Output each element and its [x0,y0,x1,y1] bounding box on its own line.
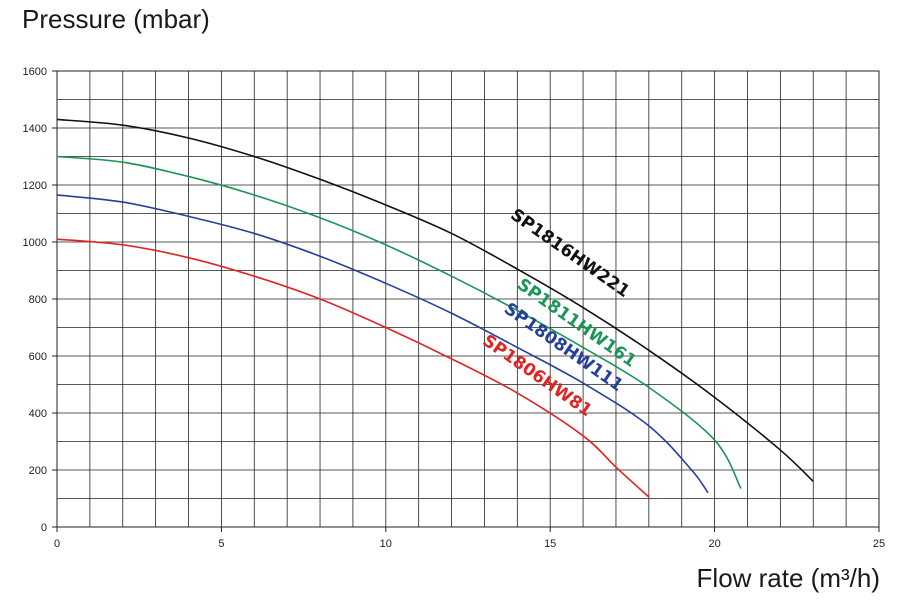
x-axis-title: Flow rate (m³/h) [696,563,880,593]
y-tick-label: 0 [41,522,47,534]
grid [56,70,880,528]
x-tick-label: 5 [218,538,224,550]
y-axis-title: Pressure (mbar) [22,4,210,34]
y-tick-label: 800 [29,294,47,306]
series-line [56,238,650,498]
x-tick-label: 20 [708,538,720,550]
x-tick-label: 0 [54,538,60,550]
y-tick-label: 200 [29,465,47,477]
series-line [56,194,709,494]
x-tick-label: 25 [873,538,885,550]
x-tick-label: 15 [544,538,556,550]
series-line [56,118,814,482]
tick-labels: 0 5 10 15 20 25 0 200 400 600 800 1000 1200 1400 1600 [23,66,886,550]
x-tick-label: 10 [380,538,392,550]
series-line [56,155,742,489]
y-tick-label: 1000 [23,237,47,249]
y-tick-label: 1600 [23,66,47,78]
series-lines [56,118,814,498]
y-tick-label: 400 [29,408,47,420]
y-tick-label: 1200 [23,180,47,192]
y-tick-label: 1400 [23,123,47,135]
y-tick-label: 600 [29,351,47,363]
